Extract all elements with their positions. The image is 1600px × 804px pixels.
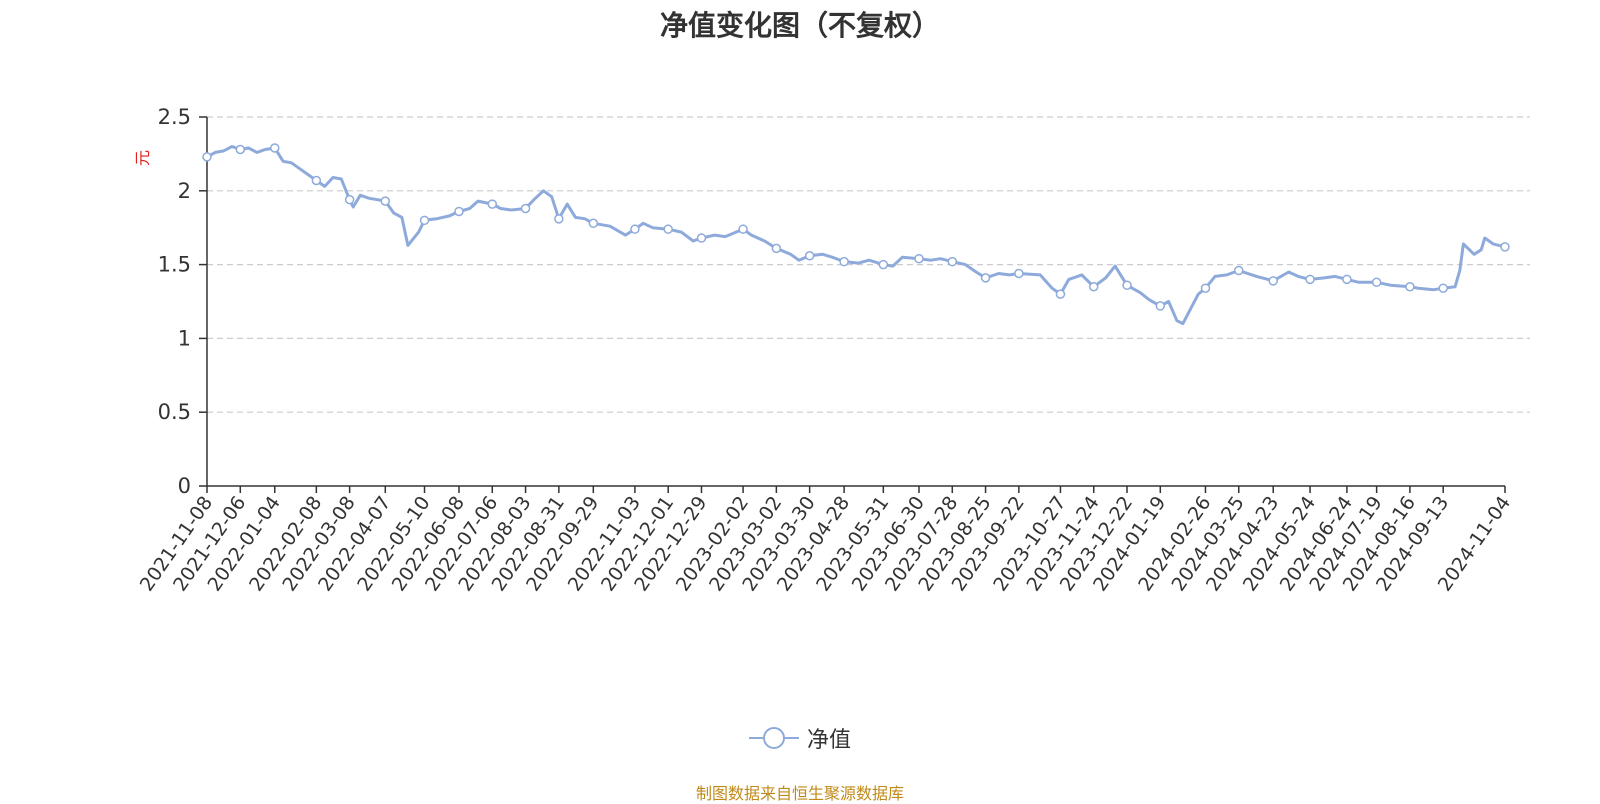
data-point [520,203,531,214]
x-tick-labels: 2021-11-082021-12-062022-01-042022-02-08… [136,492,1515,595]
data-point [839,256,849,267]
data-point [344,194,355,205]
data-point [1268,276,1278,286]
data-point [696,233,707,243]
data-point [1122,280,1132,291]
data-point [947,256,958,267]
data-point [804,250,815,261]
y-tick-label: 2.5 [158,105,191,129]
axes [199,116,1506,493]
data-point [1155,301,1166,311]
data-point [1342,274,1352,285]
data-point [738,224,748,234]
y-tick-labels: 0 0.5 1 1.5 2 2.5 [158,105,191,498]
y-axis-label: 元 [133,150,152,166]
legend-label: 净值 [806,728,851,753]
data-point [1405,281,1415,292]
data-point [311,175,322,186]
data-point [270,143,280,153]
grid-lines [207,116,1530,413]
source-note: 制图数据来自恒生聚源数据库 [695,784,904,803]
y-tick-label: 2 [178,179,191,203]
data-point [487,199,498,209]
data-point [878,259,889,270]
data-point [1305,274,1315,285]
data-point [1500,242,1510,252]
series-line [206,145,1506,326]
y-tick-label: 1.5 [158,253,191,277]
data-point [380,196,391,206]
data-point [1200,283,1211,293]
data-point [914,253,924,264]
legend[interactable]: 净值 [0,722,1600,754]
data-point [419,215,430,226]
y-tick-label: 1 [178,326,191,350]
data-point [554,214,564,224]
y-tick-label: 0 [178,474,191,498]
data-point [1438,283,1448,293]
data-point [1233,265,1244,276]
data-point [235,144,246,155]
chart-title: 净值变化图（不复权） [659,9,940,42]
y-tick-label: 0.5 [158,400,191,424]
data-point [1055,289,1066,299]
legend-line-marker-icon [748,727,799,749]
series-group [202,143,1510,326]
data-point [1371,277,1382,288]
data-point [980,273,991,283]
data-point [630,224,640,234]
data-point [663,224,673,234]
data-point [202,152,212,162]
data-point [771,243,782,254]
data-point [454,206,464,217]
data-point [588,218,599,229]
data-point [1014,268,1024,279]
data-point [1088,281,1099,292]
